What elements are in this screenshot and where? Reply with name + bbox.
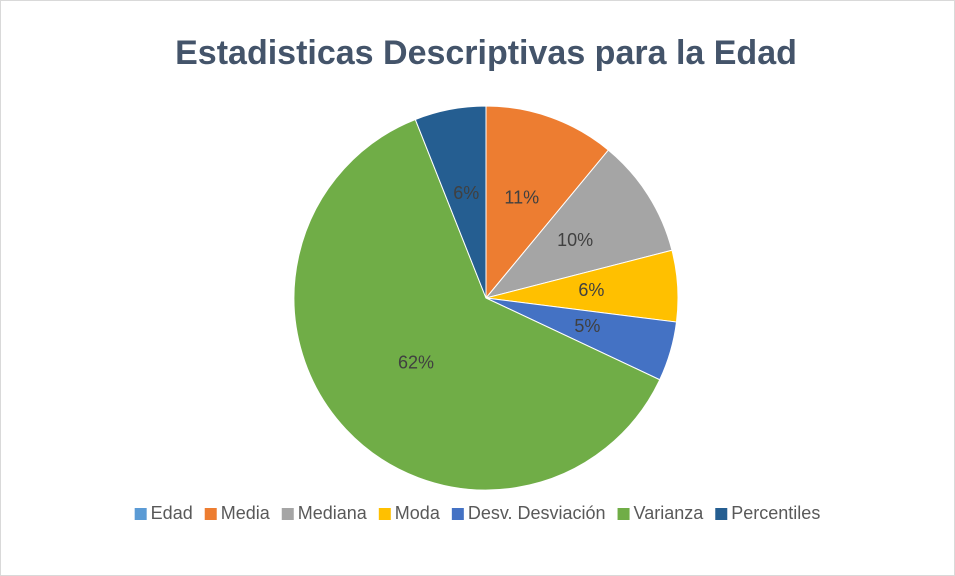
legend-label: Moda bbox=[395, 503, 441, 523]
legend-label: Percentiles bbox=[731, 503, 820, 523]
legend-label: Media bbox=[221, 503, 271, 523]
pie-slice bbox=[485, 105, 610, 300]
chart-title: Estadisticas Descriptivas para la Edad bbox=[175, 34, 797, 72]
legend-label: Mediana bbox=[298, 503, 368, 523]
legend-swatch bbox=[617, 508, 630, 520]
data-label: 6% bbox=[453, 183, 479, 203]
legend-label: Desv. Desviación bbox=[468, 503, 606, 523]
legend-swatch bbox=[134, 508, 147, 520]
data-label: 11% bbox=[504, 187, 539, 207]
data-label: 6% bbox=[578, 280, 604, 300]
legend-swatch bbox=[715, 508, 728, 520]
legend-swatch bbox=[204, 508, 217, 520]
legend-label: Edad bbox=[151, 503, 193, 523]
legend-swatch bbox=[281, 508, 294, 520]
data-label: 10% bbox=[557, 230, 593, 250]
data-label: 62% bbox=[398, 352, 434, 372]
legend-swatch bbox=[451, 508, 464, 520]
pie-slice bbox=[484, 149, 673, 299]
pie-slice bbox=[414, 105, 487, 299]
pie-slice bbox=[293, 118, 661, 491]
legend-swatch bbox=[378, 508, 391, 520]
legend-label: Varianza bbox=[634, 503, 705, 523]
data-label: 5% bbox=[574, 316, 600, 336]
legend: Edad Media Mediana Moda Desv. Desviación Vari… bbox=[134, 503, 820, 523]
